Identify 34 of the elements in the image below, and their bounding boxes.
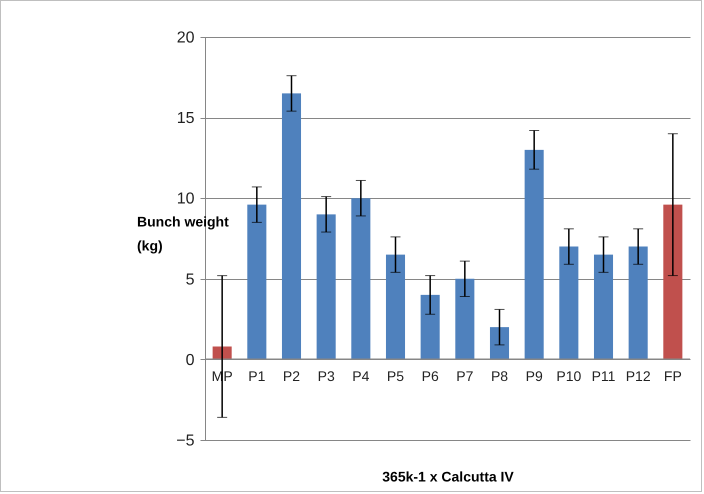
bar — [247, 204, 266, 360]
bar — [490, 327, 510, 360]
y-tick-label: 0 — [186, 352, 195, 369]
bar — [455, 278, 474, 360]
bar — [594, 254, 614, 360]
x-tick-label: P5 — [386, 368, 404, 384]
x-tick-label: P4 — [352, 368, 370, 384]
bar — [351, 198, 370, 360]
x-tick-label: P7 — [456, 368, 474, 384]
x-tick-label: P11 — [592, 368, 616, 384]
y-tick-label: 20 — [176, 30, 195, 46]
bar — [420, 294, 440, 360]
x-tick-label: P9 — [526, 368, 543, 384]
x-axis-title: 365k-1 x Calcutta IV — [382, 468, 514, 484]
x-tick-label: P2 — [282, 368, 300, 384]
bar — [316, 214, 336, 360]
x-tick-label: P6 — [422, 368, 439, 384]
y-axis-title: Bunch weight (kg) — [137, 213, 230, 254]
y-tick-label: 10 — [176, 190, 195, 208]
bar — [628, 246, 648, 360]
y-tick-label: 5 — [186, 271, 195, 288]
x-tick-label: P8 — [490, 368, 508, 384]
x-tick-label: FP — [664, 368, 682, 384]
bar — [559, 246, 578, 360]
bar — [282, 93, 302, 360]
y-tick-label: −5 — [176, 432, 195, 450]
x-tick-label: P1 — [248, 368, 266, 384]
bar — [386, 254, 406, 360]
x-tick-label: P12 — [626, 368, 651, 384]
bar — [663, 204, 682, 360]
x-tick-label: P3 — [318, 368, 335, 384]
y-tick-label: 15 — [176, 110, 195, 128]
x-tick-label: P10 — [556, 368, 582, 384]
bar — [524, 150, 544, 360]
